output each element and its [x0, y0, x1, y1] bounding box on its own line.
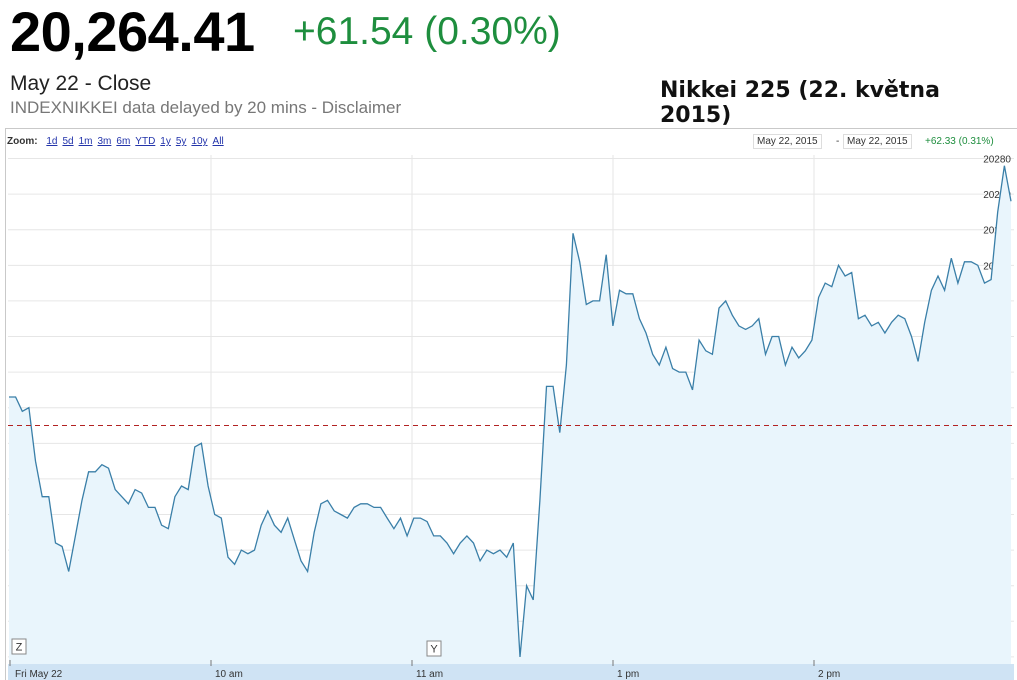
- chart-caption: Nikkei 225 (22. května 2015): [660, 78, 940, 128]
- close-label: May 22 - Close: [10, 72, 152, 95]
- range-change: +62.33 (0.31%): [925, 136, 994, 147]
- zoom-label: Zoom:: [7, 136, 38, 147]
- zoom-option-ytd[interactable]: YTD: [135, 136, 156, 147]
- range-start[interactable]: May 22, 2015: [753, 134, 822, 149]
- zoom-option-3m[interactable]: 3m: [97, 136, 112, 147]
- current-price: 20,264.41: [10, 0, 255, 63]
- zoom-option-1d[interactable]: 1d: [46, 136, 58, 147]
- zoom-option-all[interactable]: All: [212, 136, 224, 147]
- chart-frame: [5, 128, 1017, 680]
- zoom-option-6m[interactable]: 6m: [116, 136, 131, 147]
- range-end[interactable]: May 22, 2015: [843, 134, 912, 149]
- zoom-option-5d[interactable]: 5d: [62, 136, 74, 147]
- zoom-options: 1d 5d 1m 3m 6m YTD 1y 5y 10y All: [46, 136, 228, 147]
- delay-note[interactable]: INDEXNIKKEI data delayed by 20 mins - Di…: [10, 98, 402, 117]
- zoom-option-1m[interactable]: 1m: [78, 136, 93, 147]
- zoom-option-10y[interactable]: 10y: [191, 136, 208, 147]
- price-change: +61.54 (0.30%): [293, 10, 561, 53]
- zoom-option-5y[interactable]: 5y: [175, 136, 187, 147]
- zoom-option-1y[interactable]: 1y: [160, 136, 171, 147]
- zoom-bar: Zoom: 1d 5d 1m 3m 6m YTD 1y 5y 10y All: [7, 136, 229, 147]
- range-separator: -: [836, 136, 840, 147]
